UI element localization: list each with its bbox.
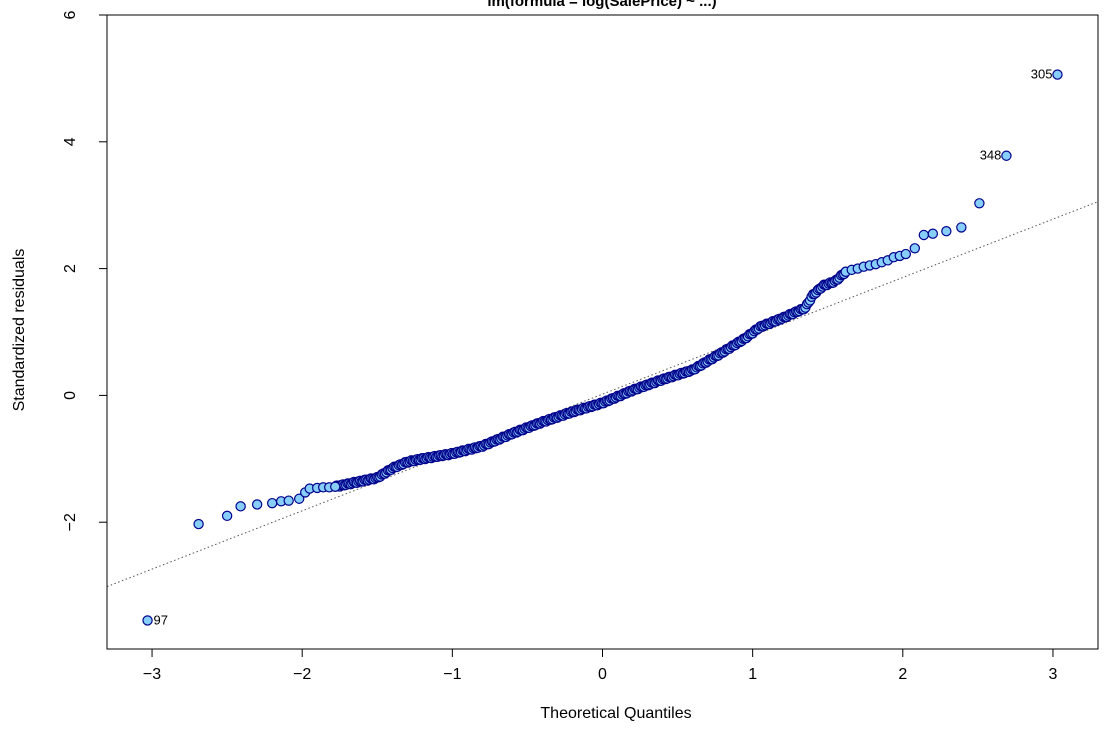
- outlier-label: 97: [154, 612, 168, 627]
- x-tick-label: −3: [143, 666, 161, 683]
- data-point: [909, 243, 921, 254]
- data-point: [221, 510, 233, 522]
- x-axis-label: Theoretical Quantiles: [540, 705, 691, 722]
- outlier-label: 305: [1031, 67, 1053, 82]
- data-point: [266, 497, 278, 509]
- data-point: [941, 225, 952, 237]
- data-point: [251, 499, 263, 510]
- y-tick-label: −2: [62, 513, 79, 531]
- x-tick-label: 0: [598, 666, 607, 683]
- x-axis: −3 −2 −1 0 1 2 3: [143, 649, 1058, 683]
- outlier-point: [1052, 69, 1063, 80]
- y-axis: −2 0 2 4 6: [62, 10, 107, 531]
- x-tick-label: −1: [443, 666, 461, 683]
- x-tick-label: −2: [293, 666, 311, 683]
- data-point: [900, 248, 912, 260]
- data-point: [918, 229, 930, 241]
- data-point: [235, 501, 246, 512]
- data-point: [193, 518, 204, 530]
- data-point: [293, 493, 305, 504]
- y-tick-label: 6: [62, 10, 79, 19]
- x-tick-label: 3: [1049, 666, 1058, 683]
- data-point: [927, 228, 939, 239]
- points-layer: [142, 69, 1063, 626]
- x-tick-label: 2: [898, 666, 907, 683]
- outlier-label: 348: [980, 148, 1002, 163]
- plot-frame: [106, 14, 1099, 650]
- y-tick-label: 2: [62, 264, 79, 273]
- data-point: [330, 481, 341, 492]
- x-tick-label: 1: [748, 666, 757, 683]
- data-point: [283, 495, 294, 506]
- y-axis-label: Standardized residuals: [11, 249, 28, 412]
- y-tick-label: 0: [62, 391, 79, 400]
- point-labels-layer: 97 348 305: [154, 67, 1053, 628]
- data-point: [974, 198, 985, 209]
- reference-line-layer: [106, 201, 1099, 588]
- chart-title: lm(formula = log(SalePrice) ~ ...): [487, 0, 716, 10]
- reference-line: [106, 201, 1099, 588]
- outlier-point: [142, 615, 153, 626]
- outlier-point: [1001, 150, 1012, 161]
- y-tick-label: 4: [62, 137, 79, 146]
- data-point: [956, 222, 967, 233]
